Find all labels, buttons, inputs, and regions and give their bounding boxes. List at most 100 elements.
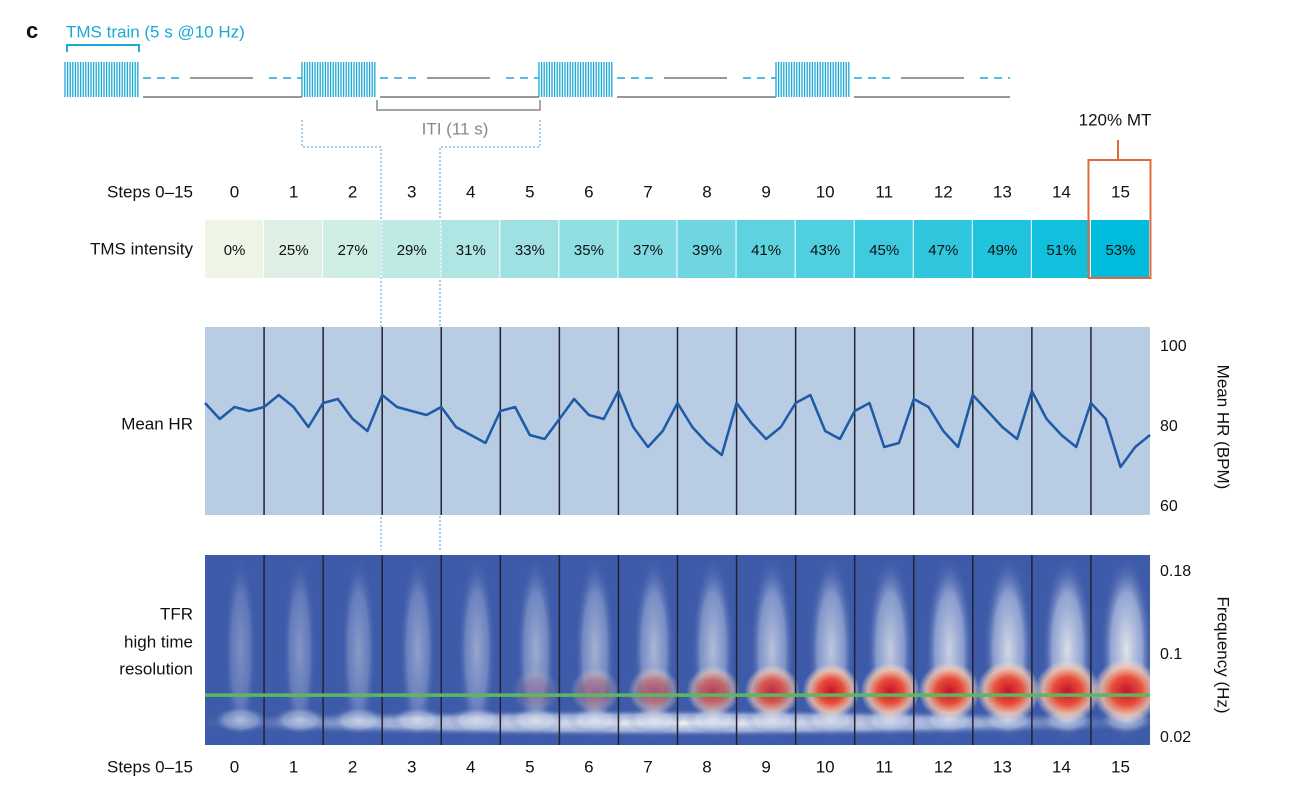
hr-axis-title: Mean HR (BPM) xyxy=(1214,365,1233,490)
step-label: 12 xyxy=(934,182,953,201)
tfr-low xyxy=(448,706,505,734)
steps-label-bottom: Steps 0–15 xyxy=(107,757,193,776)
tfr-low xyxy=(330,706,387,734)
intensity-cell xyxy=(618,220,677,278)
tfr-low xyxy=(271,706,328,734)
step-label: 3 xyxy=(407,182,416,201)
step-label-bottom: 2 xyxy=(348,757,357,776)
step-label: 15 xyxy=(1111,182,1130,201)
tfr-plume xyxy=(458,555,496,745)
step-label-bottom: 11 xyxy=(875,757,893,776)
tfr-peak xyxy=(570,667,620,715)
step-label-bottom: 4 xyxy=(466,757,475,776)
mt-label: 120% MT xyxy=(1079,110,1152,129)
intensity-value: 0% xyxy=(224,242,246,259)
tfr-low xyxy=(685,706,742,734)
intensity-value: 51% xyxy=(1046,242,1076,259)
intensity-value: 33% xyxy=(515,242,545,259)
tfr-tick-label: 0.18 xyxy=(1160,563,1191,580)
step-label: 8 xyxy=(702,182,711,201)
tfr-peak xyxy=(1034,660,1101,723)
intensity-value: 37% xyxy=(633,242,663,259)
intensity-cell xyxy=(323,220,382,278)
panel-label: c xyxy=(26,18,38,43)
step-label: 14 xyxy=(1052,182,1071,201)
intensity-cell xyxy=(795,220,854,278)
tfr-peak xyxy=(686,665,740,717)
intensity-value: 49% xyxy=(987,242,1017,259)
intensity-value: 45% xyxy=(869,242,899,259)
tfr-peak xyxy=(628,666,680,716)
intensity-label: TMS intensity xyxy=(90,239,193,258)
tfr-peak xyxy=(802,663,860,719)
step-label: 11 xyxy=(875,182,893,201)
tfr-low xyxy=(566,706,623,734)
tfr-field xyxy=(205,555,1150,745)
step-label-bottom: 9 xyxy=(761,757,770,776)
intensity-value: 27% xyxy=(338,242,368,259)
intensity-cell xyxy=(382,220,441,278)
intensity-value: 43% xyxy=(810,242,840,259)
protocol xyxy=(64,62,1010,98)
intensity-value: 25% xyxy=(279,242,309,259)
step-label-bottom: 8 xyxy=(702,757,711,776)
step-label: 13 xyxy=(993,182,1012,201)
step-label-bottom: 1 xyxy=(289,757,298,776)
tfr-plume xyxy=(282,555,317,745)
step-label: 9 xyxy=(761,182,770,201)
step-label: 5 xyxy=(525,182,534,201)
intensity-value: 29% xyxy=(397,242,427,259)
tfr-low xyxy=(389,706,446,734)
tfr-row-label: resolution xyxy=(119,659,193,678)
step-label: 0 xyxy=(230,182,239,201)
mt-box xyxy=(1087,159,1152,279)
intensity-cell xyxy=(972,220,1031,278)
step-label: 4 xyxy=(466,182,475,201)
train-bracket xyxy=(66,44,140,52)
tfr-row-label: TFR xyxy=(160,604,193,623)
hr-row-label: Mean HR xyxy=(121,414,193,433)
step-label-bottom: 3 xyxy=(407,757,416,776)
hr-tick-label: 60 xyxy=(1160,498,1178,515)
intensity-cell xyxy=(441,220,500,278)
tfr-tick-label: 0.1 xyxy=(1160,646,1182,663)
step-label-bottom: 5 xyxy=(525,757,534,776)
step-label-bottom: 14 xyxy=(1052,757,1071,776)
step-label: 7 xyxy=(643,182,652,201)
step-label-bottom: 6 xyxy=(584,757,593,776)
tfr-peak xyxy=(1092,659,1150,724)
intensity-cell xyxy=(264,220,323,278)
iti-bracket xyxy=(376,100,541,111)
intensity-cell xyxy=(736,220,795,278)
hr-tick-label: 100 xyxy=(1160,338,1187,355)
train-label: TMS train (5 s @10 Hz) xyxy=(66,22,245,41)
iti-label: ITI (11 s) xyxy=(422,119,489,138)
step-label-bottom: 7 xyxy=(643,757,652,776)
step-label: 2 xyxy=(348,182,357,201)
intensity-cell xyxy=(854,220,913,278)
tfr-low xyxy=(212,706,269,734)
intensity-value: 39% xyxy=(692,242,722,259)
tfr-image xyxy=(205,555,1150,745)
step-label-bottom: 0 xyxy=(230,757,239,776)
tfr-plume xyxy=(224,555,257,745)
tfr-plume xyxy=(341,555,376,745)
step-label: 1 xyxy=(289,182,298,201)
intensity-cell xyxy=(1090,220,1149,278)
intensity-value: 53% xyxy=(1105,242,1135,259)
intensity-value: 47% xyxy=(928,242,958,259)
tfr-low xyxy=(507,706,564,734)
tfr-axis-title: Frequency (Hz) xyxy=(1214,596,1233,713)
step-label: 6 xyxy=(584,182,593,201)
intensity-cell xyxy=(205,220,264,278)
step-label-bottom: 13 xyxy=(993,757,1012,776)
intensity-value: 35% xyxy=(574,242,604,259)
intensity-cell xyxy=(559,220,618,278)
tfr-tick-label: 0.02 xyxy=(1160,729,1191,746)
tfr-peak xyxy=(976,661,1041,722)
intensity-value: 31% xyxy=(456,242,486,259)
intensity-value: 41% xyxy=(751,242,781,259)
step-label-bottom: 15 xyxy=(1111,757,1130,776)
tfr-low xyxy=(625,706,682,734)
hr-tick-label: 80 xyxy=(1160,418,1178,435)
